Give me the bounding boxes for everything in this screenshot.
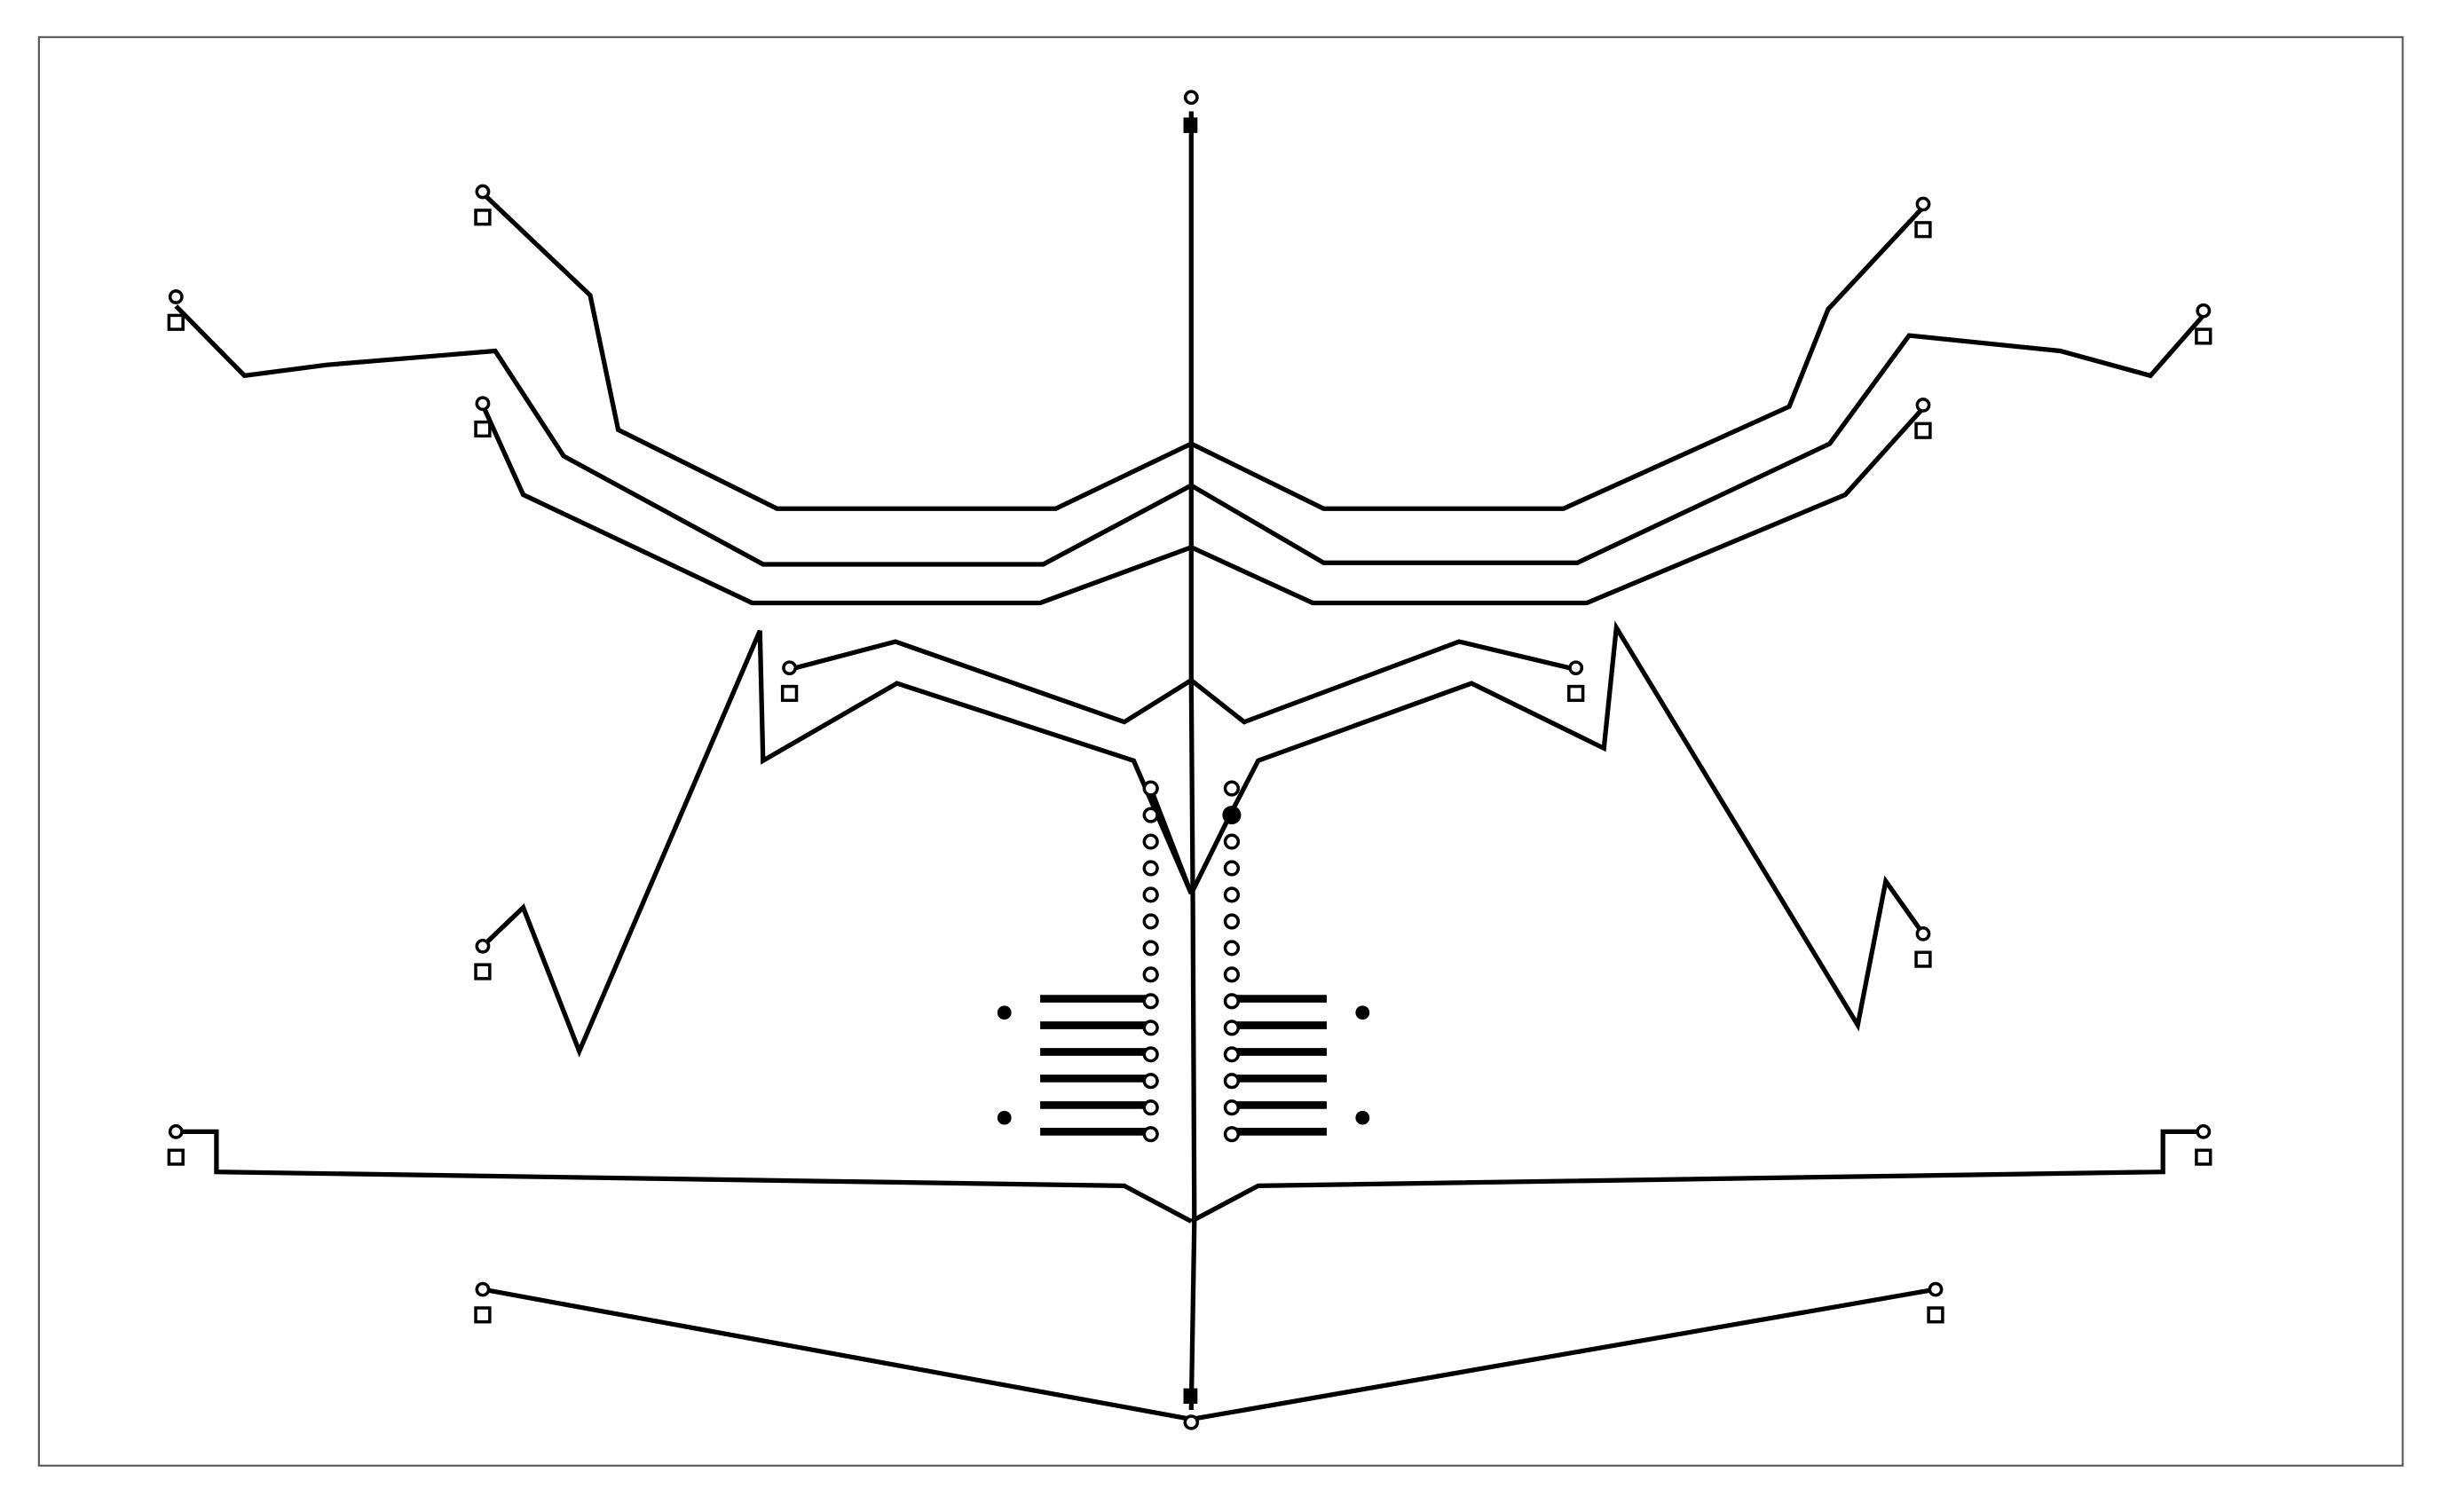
header-pin-right [1223,1020,1241,1036]
header-pin-right [1223,1073,1241,1090]
header-pin-left [1142,886,1159,903]
round-pad-left-6 [168,1124,184,1139]
round-pad-left-1 [475,184,491,200]
round-pad-right-3 [1915,398,1931,413]
trace-outer-left-b [481,191,1193,511]
header-pin-right [1223,993,1241,1010]
round-pad-right-4 [1568,660,1584,676]
square-pad-left-4 [780,684,799,703]
board-outline [37,35,2404,1467]
header-pin-right [1223,886,1241,903]
round-pad-bottom [1183,1414,1200,1430]
trace-inner-left [480,404,1193,606]
header-pin-right [1222,806,1242,825]
header-pin-left [1142,993,1159,1010]
mounting-dot [1355,1005,1370,1020]
square-pad-left-7 [474,1306,492,1324]
square-pad-right-5 [1914,950,1932,968]
header-pin-left [1142,860,1159,877]
mounting-dot [997,1110,1012,1125]
square-pad-right-2 [2195,327,2212,345]
round-pad-left-7 [475,1281,491,1297]
header-pin-right [1223,780,1241,797]
header-pin-left [1142,966,1159,983]
header-pin-right [1223,966,1241,983]
header-pin-left [1142,1126,1159,1143]
header-pin-right [1223,860,1241,877]
header-pin-left [1142,780,1159,797]
header-pin-right [1223,940,1241,957]
trace-base-left [482,1287,1192,1422]
round-pad-right-1 [1915,196,1931,212]
trace-upper-left [788,639,1193,725]
trace-center-trunk [1188,111,1197,1411]
square-pad-left-5 [474,963,492,980]
square-pad-right-1 [1914,221,1932,239]
mounting-dot [997,1005,1012,1020]
round-pad-top [1183,90,1199,106]
square-pad-right-3 [1914,421,1932,439]
header-pin-left [1142,1046,1159,1063]
header-pin-left [1142,913,1159,930]
square-pad-right-6 [2195,1148,2212,1166]
trunk-pad-top [1183,117,1198,133]
trace-outer-right-b [1190,205,1925,511]
square-pad-left-3 [474,420,492,438]
mounting-dot [1355,1110,1370,1125]
trace-outer-left-a [174,304,1193,567]
trace-inner-right [1190,406,1925,606]
round-pad-right-6 [2196,1124,2212,1139]
trace-zigzag-right [1188,620,1926,1032]
round-pad-left-5 [475,938,491,954]
header-pin-right [1223,833,1241,850]
round-pad-right-7 [1928,1281,1944,1297]
trunk-pad-bottom [1183,1388,1198,1405]
header-pin-left [1142,1099,1159,1116]
square-pad-left-1 [474,209,492,226]
round-pad-left-2 [168,289,184,304]
round-pad-right-5 [1915,926,1931,941]
header-pin-right [1223,1126,1241,1143]
trace-bottom-left [176,1129,1193,1224]
square-pad-left-6 [167,1148,185,1166]
header-pin-left [1142,1073,1159,1090]
square-pad-left-2 [167,313,185,331]
trace-outer-right-a [1189,313,2205,565]
header-pin-left [1142,807,1159,823]
header-pin-right [1223,1046,1241,1063]
round-pad-right-2 [2196,303,2212,319]
round-pad-left-4 [782,660,798,676]
header-pin-left [1142,940,1159,957]
trace-header-left-link [1148,787,1194,895]
round-pad-left-3 [475,396,491,412]
square-pad-right-4 [1567,684,1585,703]
header-pin-right [1223,913,1241,930]
header-pin-left [1142,1020,1159,1036]
square-pad-right-7 [1927,1306,1944,1324]
header-pin-right [1223,1099,1241,1116]
trace-base-right [1190,1287,1936,1422]
trace-bottom-right [1190,1129,2204,1224]
header-pin-left [1142,833,1159,850]
trace-upper-right [1189,639,1577,725]
trace-zigzag-left [481,629,1194,1058]
